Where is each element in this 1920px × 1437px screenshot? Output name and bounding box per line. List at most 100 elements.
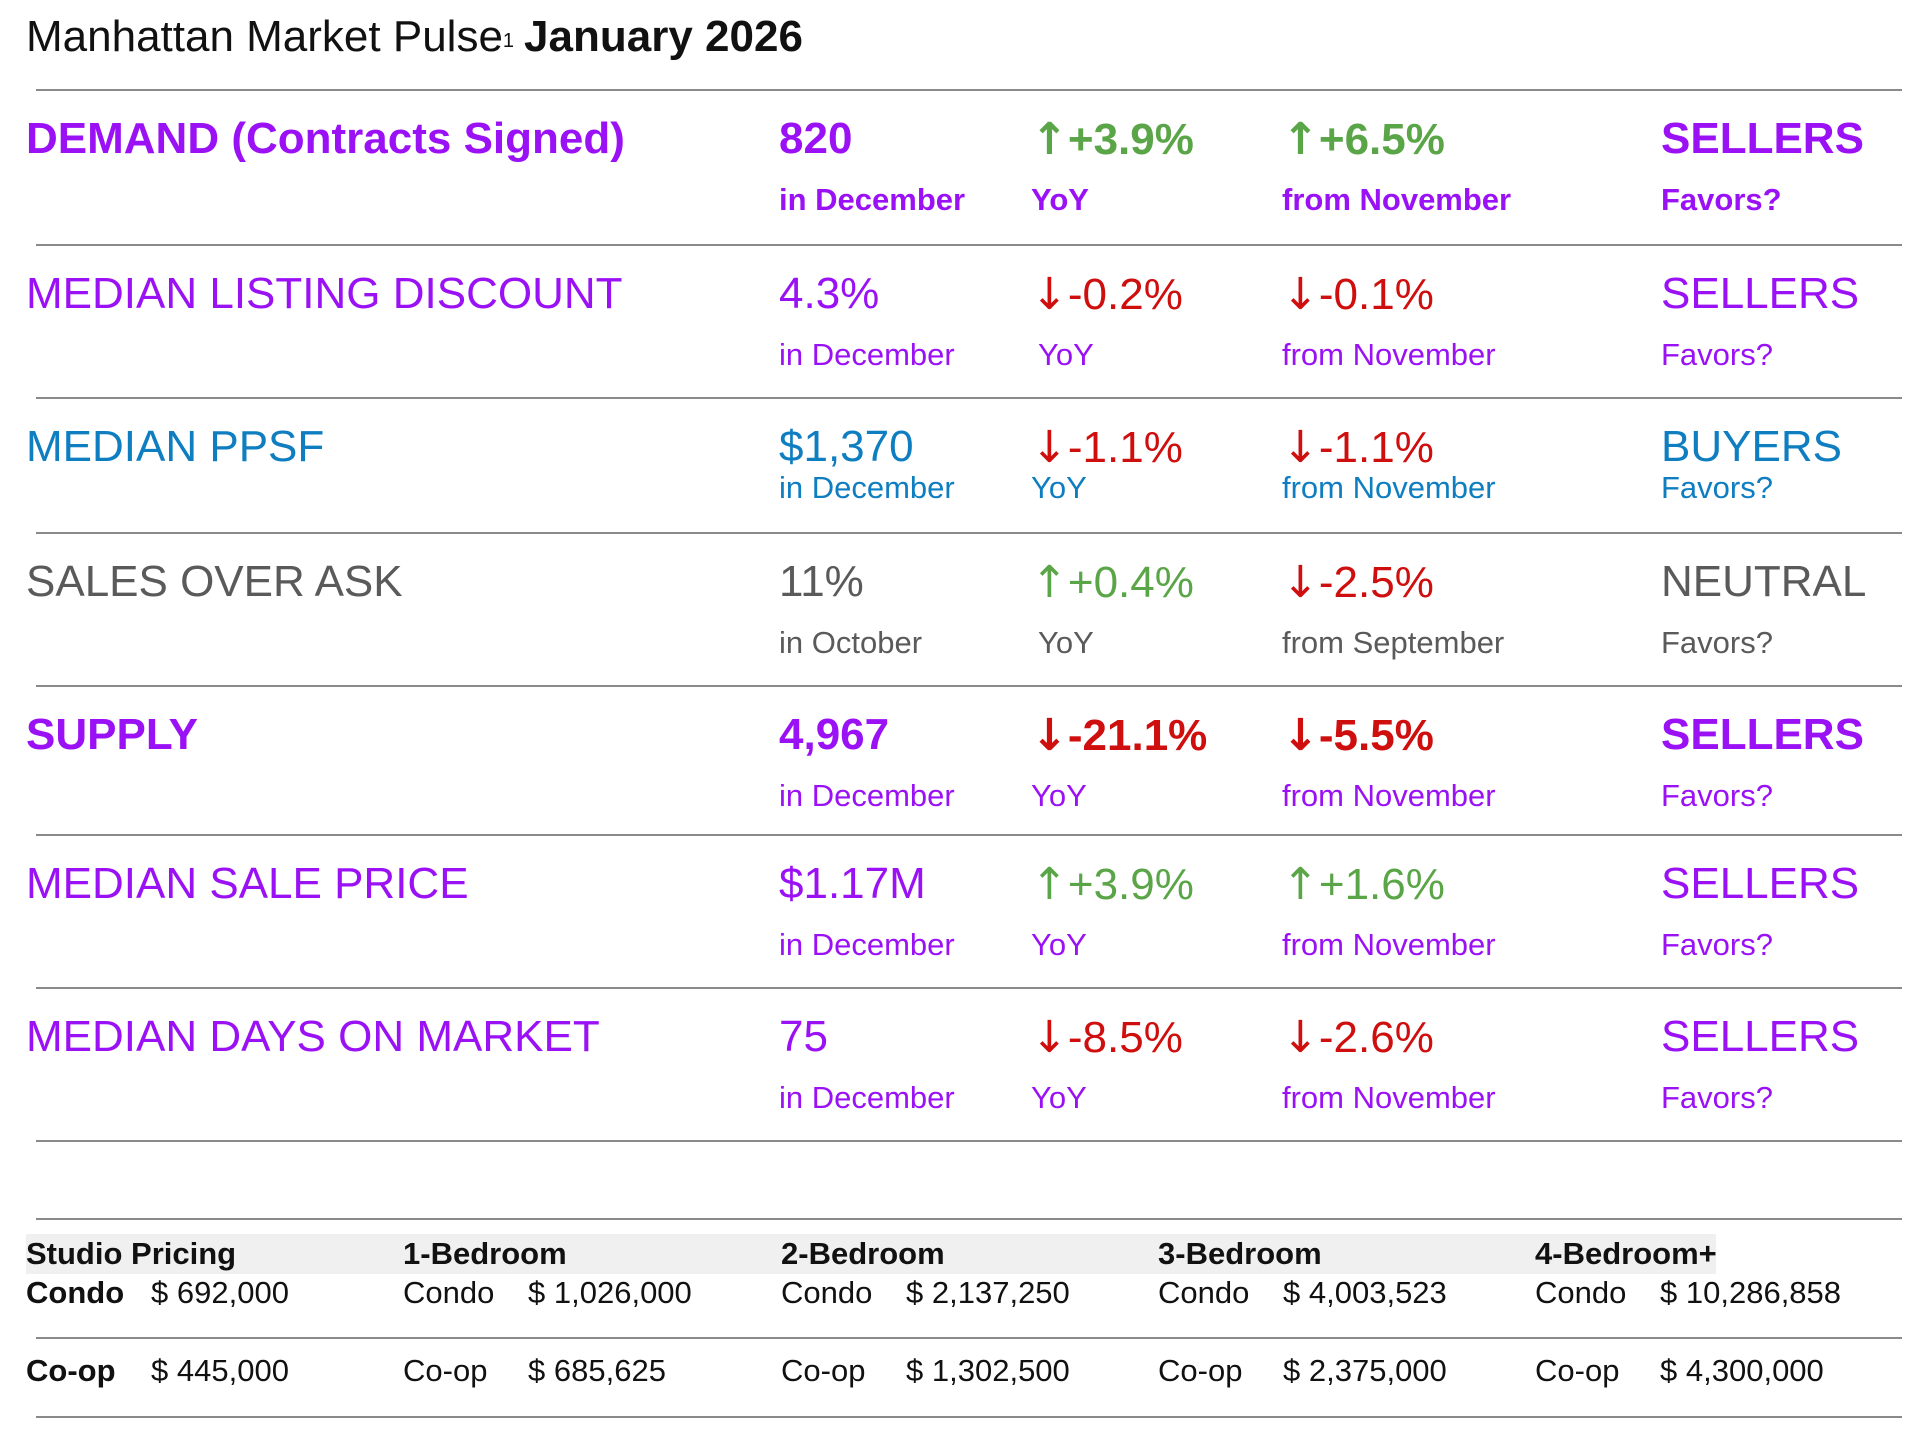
metric-mom: ↑+1.6% — [1282, 859, 1445, 910]
mom-change: +6.5% — [1318, 115, 1445, 164]
metric-yoy-sub: YoY — [1031, 927, 1087, 962]
pricing-row-label: Co-op — [26, 1353, 116, 1388]
down-arrow-icon: ↓ — [1282, 710, 1319, 761]
metric-mom-sub: from November — [1282, 778, 1496, 813]
metric-favors-sub: Favors? — [1661, 470, 1773, 505]
metric-yoy-sub: YoY — [1031, 1080, 1087, 1115]
down-arrow-icon: ↓ — [1282, 269, 1319, 320]
metric-favors: SELLERS — [1661, 1012, 1860, 1061]
divider — [36, 397, 1902, 399]
metric-row-sale-price: MEDIAN SALE PRICE $1.17M ↑+3.9% ↑+1.6% S… — [0, 837, 1920, 989]
divider — [36, 244, 1902, 246]
up-arrow-icon: ↑ — [1031, 859, 1068, 910]
metric-row-demand: DEMAND (Contracts Signed) 820 ↑+3.9% ↑+6… — [0, 92, 1920, 244]
pricing-value: $ 1,302,500 — [906, 1353, 1070, 1388]
metric-yoy: ↓-21.1% — [1031, 710, 1207, 761]
divider — [36, 1337, 1902, 1339]
metric-name: MEDIAN PPSF — [26, 422, 325, 471]
yoy-change: +0.4% — [1067, 558, 1194, 607]
metric-mom: ↑+6.5% — [1282, 114, 1445, 165]
metric-value: 820 — [779, 114, 853, 163]
pricing-value: $ 2,137,250 — [906, 1275, 1070, 1310]
metric-value: 75 — [779, 1012, 828, 1061]
metric-row-listing-discount: MEDIAN LISTING DISCOUNT 4.3% ↓-0.2% ↓-0.… — [0, 247, 1920, 399]
metric-value-sub: in December — [779, 1080, 955, 1115]
metric-yoy-sub: YoY — [1031, 182, 1089, 217]
metric-name: MEDIAN SALE PRICE — [26, 859, 469, 908]
metric-yoy: ↓-8.5% — [1031, 1012, 1183, 1063]
pricing-value: $ 4,003,523 — [1283, 1275, 1447, 1310]
metric-name: SUPPLY — [26, 710, 199, 759]
metric-favors: SELLERS — [1661, 269, 1860, 318]
metric-yoy: ↑+3.9% — [1031, 859, 1194, 910]
metric-value: 4,967 — [779, 710, 890, 759]
pricing-value: $ 1,026,000 — [528, 1275, 692, 1310]
metric-mom: ↓-2.6% — [1282, 1012, 1434, 1063]
page-title: Manhattan Market Pulse1 January 2026 — [26, 8, 803, 66]
divider — [36, 834, 1902, 836]
metric-value-sub: in December — [779, 927, 955, 962]
metric-mom-sub: from November — [1282, 927, 1496, 962]
pricing-type-label: Condo — [1158, 1275, 1250, 1310]
metric-favors: NEUTRAL — [1661, 557, 1867, 606]
up-arrow-icon: ↑ — [1031, 114, 1068, 165]
metric-favors: BUYERS — [1661, 422, 1842, 471]
metric-name: SALES OVER ASK — [26, 557, 403, 606]
metric-row-ppsf: MEDIAN PPSF $1,370 ↓-1.1% ↓-1.1% BUYERS … — [0, 400, 1920, 552]
pricing-row-label: Condo — [26, 1275, 125, 1310]
metric-value-sub: in October — [779, 625, 923, 660]
metric-value-sub: in December — [779, 778, 955, 813]
metric-value: $1.17M — [779, 859, 926, 908]
metric-yoy-sub: YoY — [1038, 625, 1094, 660]
footnote-marker: 1 — [502, 30, 515, 52]
yoy-change: +3.9% — [1067, 115, 1194, 164]
yoy-change: -1.1% — [1067, 423, 1183, 472]
pricing-type-label: Co-op — [1158, 1353, 1243, 1388]
metric-yoy-sub: YoY — [1038, 337, 1094, 372]
down-arrow-icon: ↓ — [1282, 1012, 1319, 1063]
pricing-header-2br: 2-Bedroom — [781, 1236, 945, 1271]
metric-mom: ↓-2.5% — [1282, 557, 1434, 608]
mom-change: -5.5% — [1318, 711, 1434, 760]
metric-row-sales-over-ask: SALES OVER ASK 11% ↑+0.4% ↓-2.5% NEUTRAL… — [0, 535, 1920, 687]
divider — [36, 532, 1902, 534]
metric-favors: SELLERS — [1661, 114, 1864, 163]
metric-favors-sub: Favors? — [1661, 337, 1773, 372]
title-period: January 2026 — [524, 12, 803, 61]
pricing-header-1br: 1-Bedroom — [403, 1236, 567, 1271]
metric-favors-sub: Favors? — [1661, 778, 1773, 813]
yoy-change: +3.9% — [1067, 860, 1194, 909]
mom-change: -0.1% — [1318, 270, 1434, 319]
metric-mom: ↓-0.1% — [1282, 269, 1434, 320]
mom-change: +1.6% — [1318, 860, 1445, 909]
divider — [36, 1218, 1902, 1220]
title-text: Manhattan Market Pulse — [26, 12, 503, 61]
divider — [36, 987, 1902, 989]
metric-favors: SELLERS — [1661, 710, 1864, 759]
pricing-value: $ 4,300,000 — [1660, 1353, 1824, 1388]
down-arrow-icon: ↓ — [1031, 422, 1068, 473]
metric-value-sub: in December — [779, 182, 966, 217]
metric-row-days-on-market: MEDIAN DAYS ON MARKET 75 ↓-8.5% ↓-2.6% S… — [0, 990, 1920, 1142]
metric-mom: ↓-1.1% — [1282, 422, 1434, 473]
metric-name: DEMAND (Contracts Signed) — [26, 114, 625, 163]
metric-name: MEDIAN DAYS ON MARKET — [26, 1012, 600, 1061]
yoy-change: -21.1% — [1067, 711, 1208, 760]
up-arrow-icon: ↑ — [1282, 859, 1319, 910]
metric-mom-sub: from November — [1282, 470, 1496, 505]
metric-value: 4.3% — [779, 269, 880, 318]
metric-mom-sub: from November — [1282, 182, 1512, 217]
yoy-change: -8.5% — [1067, 1013, 1183, 1062]
metric-favors: SELLERS — [1661, 859, 1860, 908]
pricing-type-label: Condo — [403, 1275, 495, 1310]
metric-yoy: ↓-0.2% — [1031, 269, 1183, 320]
pricing-type-label: Co-op — [781, 1353, 866, 1388]
metric-yoy-sub: YoY — [1031, 778, 1087, 813]
down-arrow-icon: ↓ — [1031, 710, 1068, 761]
metric-mom-sub: from November — [1282, 337, 1496, 372]
metric-name: MEDIAN LISTING DISCOUNT — [26, 269, 623, 318]
metric-value-sub: in December — [779, 337, 955, 372]
pricing-header-3br: 3-Bedroom — [1158, 1236, 1322, 1271]
divider — [36, 685, 1902, 687]
pricing-header-studio: Studio Pricing — [26, 1236, 237, 1271]
